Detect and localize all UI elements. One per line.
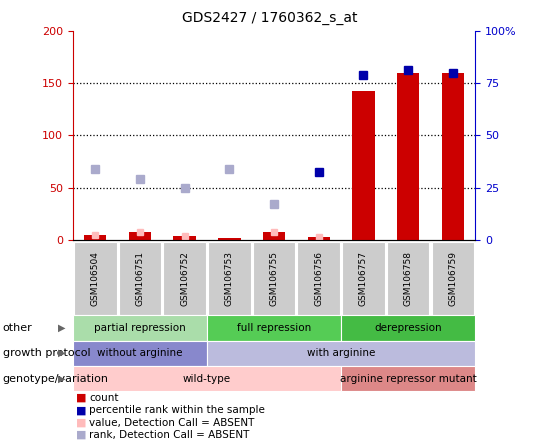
Text: full repression: full repression xyxy=(237,323,311,333)
Text: partial repression: partial repression xyxy=(94,323,186,333)
Text: value, Detection Call = ABSENT: value, Detection Call = ABSENT xyxy=(89,418,254,428)
Text: ■: ■ xyxy=(76,405,86,415)
Text: arginine repressor mutant: arginine repressor mutant xyxy=(340,373,476,384)
Text: ■: ■ xyxy=(76,418,86,428)
Bar xyxy=(129,233,151,240)
Text: percentile rank within the sample: percentile rank within the sample xyxy=(89,405,265,415)
Text: without arginine: without arginine xyxy=(97,348,183,358)
Bar xyxy=(84,234,106,240)
Text: GSM106756: GSM106756 xyxy=(314,251,323,306)
Bar xyxy=(352,91,375,240)
Text: derepression: derepression xyxy=(374,323,442,333)
Text: ■: ■ xyxy=(76,393,86,403)
Text: ▶: ▶ xyxy=(58,348,66,358)
Text: GSM106757: GSM106757 xyxy=(359,251,368,306)
Text: count: count xyxy=(89,393,119,403)
Text: GSM106755: GSM106755 xyxy=(269,251,279,306)
Text: ▶: ▶ xyxy=(58,323,66,333)
Text: growth protocol: growth protocol xyxy=(3,348,90,358)
Text: GSM106758: GSM106758 xyxy=(404,251,413,306)
Text: GSM106751: GSM106751 xyxy=(136,251,145,306)
Bar xyxy=(263,233,285,240)
Text: wild-type: wild-type xyxy=(183,373,231,384)
Text: GSM106752: GSM106752 xyxy=(180,251,189,306)
Text: with arginine: with arginine xyxy=(307,348,375,358)
Bar xyxy=(442,73,464,240)
Bar xyxy=(218,238,240,240)
Text: GSM106504: GSM106504 xyxy=(91,251,100,306)
Text: ▶: ▶ xyxy=(58,373,66,384)
Bar xyxy=(308,237,330,240)
Text: ■: ■ xyxy=(76,430,86,440)
Text: genotype/variation: genotype/variation xyxy=(3,373,109,384)
Text: GSM106759: GSM106759 xyxy=(448,251,457,306)
Text: GDS2427 / 1760362_s_at: GDS2427 / 1760362_s_at xyxy=(183,11,357,25)
Bar xyxy=(397,73,420,240)
Text: GSM106753: GSM106753 xyxy=(225,251,234,306)
Bar xyxy=(173,236,196,240)
Text: other: other xyxy=(3,323,32,333)
Text: rank, Detection Call = ABSENT: rank, Detection Call = ABSENT xyxy=(89,430,249,440)
